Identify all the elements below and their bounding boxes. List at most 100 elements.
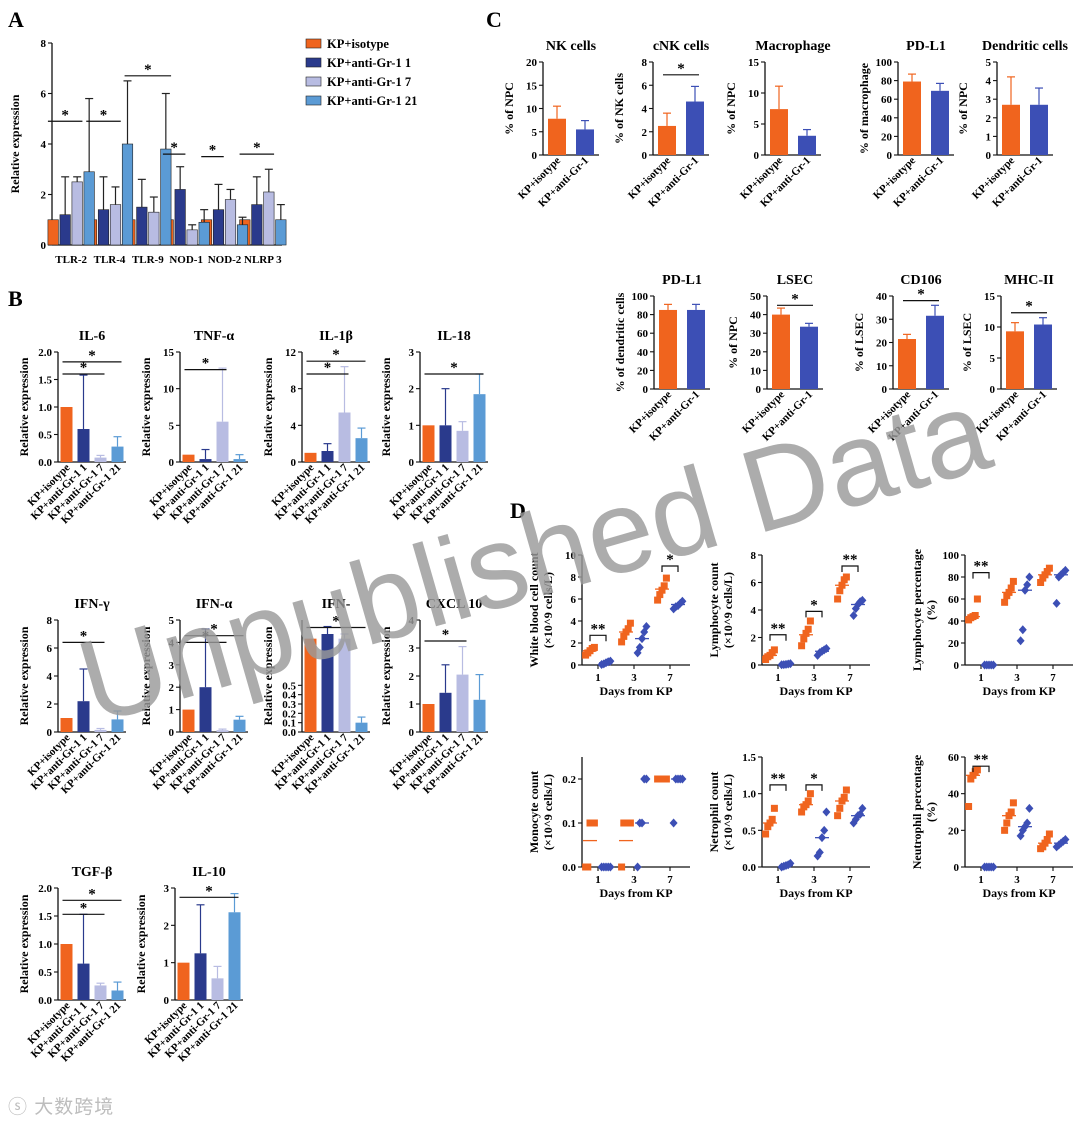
significance-bracket <box>769 784 787 791</box>
chart-b-ifnb: 0.00.10.20.30.40.5 Relative expression IFN… <box>261 597 370 796</box>
significance-label: ** <box>974 559 989 575</box>
y-tick-label: 1 <box>986 131 992 143</box>
x-tick-label: 3 <box>631 672 637 684</box>
data-point <box>800 635 808 643</box>
bar <box>111 990 124 1000</box>
y-tick-label: 4 <box>409 615 415 627</box>
significance-label: * <box>332 613 340 629</box>
y-tick-label: 4 <box>986 76 992 88</box>
y-tick-label: 8 <box>571 572 577 584</box>
x-category-label: KP+anti-Gr-1 <box>536 155 591 210</box>
y-tick-label: 0 <box>571 660 577 672</box>
y-tick-label: 4 <box>642 104 648 116</box>
significance-label: * <box>209 143 217 159</box>
y-tick-label: 8 <box>291 384 297 396</box>
y-tick-label: 5 <box>986 57 992 69</box>
bar <box>60 718 73 732</box>
x-category-label: NLRP 3 <box>244 254 282 266</box>
data-point <box>1003 819 1011 827</box>
data-point <box>626 819 634 827</box>
y-tick-label: 4 <box>47 671 53 683</box>
panel-label-b: B <box>8 286 23 311</box>
y-axis-label: Relative expression <box>17 357 31 456</box>
y-tick-label: 3 <box>169 660 175 672</box>
significance-label: * <box>80 900 88 916</box>
y-tick-label: 12 <box>285 347 297 359</box>
y-tick-label: 0.4 <box>282 690 296 702</box>
y-tick-label: 20 <box>881 131 893 143</box>
y-tick-label: 6 <box>571 594 577 606</box>
y-tick-label: 100 <box>876 57 893 69</box>
data-point <box>642 774 651 784</box>
data-point <box>836 804 844 812</box>
data-point <box>806 790 814 798</box>
y-tick-label: 0 <box>756 384 762 396</box>
data-point <box>1009 577 1017 585</box>
bar <box>211 978 224 1000</box>
y-tick-label: 0.1 <box>562 818 576 830</box>
bar <box>422 704 435 732</box>
bar <box>456 674 469 732</box>
y-tick-label: 80 <box>637 310 649 322</box>
bar <box>60 407 73 462</box>
y-tick-label: 0 <box>754 150 760 162</box>
data-point <box>842 573 850 581</box>
x-category-label: NOD-1 <box>169 254 203 266</box>
significance-label: * <box>210 622 218 638</box>
bar <box>94 985 107 1000</box>
significance-label: * <box>442 627 450 643</box>
significance-label: * <box>202 356 210 372</box>
data-point <box>804 797 812 805</box>
y-tick-label: 8 <box>751 550 757 562</box>
significance-bracket <box>972 765 990 773</box>
x-tick-label: 7 <box>1050 874 1056 886</box>
y-tick-label: 0 <box>409 457 415 469</box>
y-tick-label: 15 <box>748 57 760 69</box>
significance-label: * <box>810 597 818 613</box>
y-tick-label: 50 <box>750 291 762 303</box>
data-point <box>834 595 842 603</box>
bar <box>1002 104 1020 155</box>
x-tick-label: 1 <box>978 874 984 886</box>
y-tick-label: 0 <box>954 862 960 874</box>
x-tick-label: 1 <box>775 672 781 684</box>
legend-swatch <box>305 38 322 49</box>
chart-title: IL-10 <box>192 865 225 880</box>
chart-title: PD-L1 <box>662 273 702 288</box>
significance-bracket <box>589 634 607 642</box>
x-axis-label: Days from KP <box>982 886 1055 900</box>
bar <box>198 221 210 246</box>
chart-d-wbc: 0 2 4 6 8 10 White blood cell count (×10^9 cell… <box>527 550 690 698</box>
bar <box>174 189 186 246</box>
y-tick-label: 0.5 <box>38 967 52 979</box>
y-axis-label: % of LSEC <box>852 313 866 372</box>
data-point <box>858 595 867 605</box>
bar <box>59 214 71 246</box>
panel-label-c: C <box>486 7 502 32</box>
y-axis-label: Relative expression <box>261 626 275 725</box>
bar <box>926 315 944 389</box>
chart-title: NK cells <box>546 39 597 54</box>
data-point <box>973 766 981 774</box>
y-tick-label: 0.5 <box>742 825 756 837</box>
y-axis-label: % of NPC <box>724 82 738 135</box>
y-tick-label: 30 <box>750 328 762 340</box>
x-tick-label: 7 <box>1050 672 1056 684</box>
data-point <box>815 847 824 857</box>
bar <box>148 211 160 246</box>
y-tick-label: 0.3 <box>282 699 296 711</box>
y-tick-label: 0 <box>887 150 893 162</box>
y-tick-label: 0 <box>642 150 648 162</box>
y-axis-label: (%) <box>924 802 938 822</box>
bar <box>160 148 172 246</box>
y-tick-label: 1 <box>164 958 170 970</box>
y-tick-label: 20 <box>750 347 762 359</box>
significance-bracket <box>805 784 823 791</box>
data-point <box>806 617 814 625</box>
significance-label: * <box>100 107 108 123</box>
data-point <box>1045 830 1053 838</box>
